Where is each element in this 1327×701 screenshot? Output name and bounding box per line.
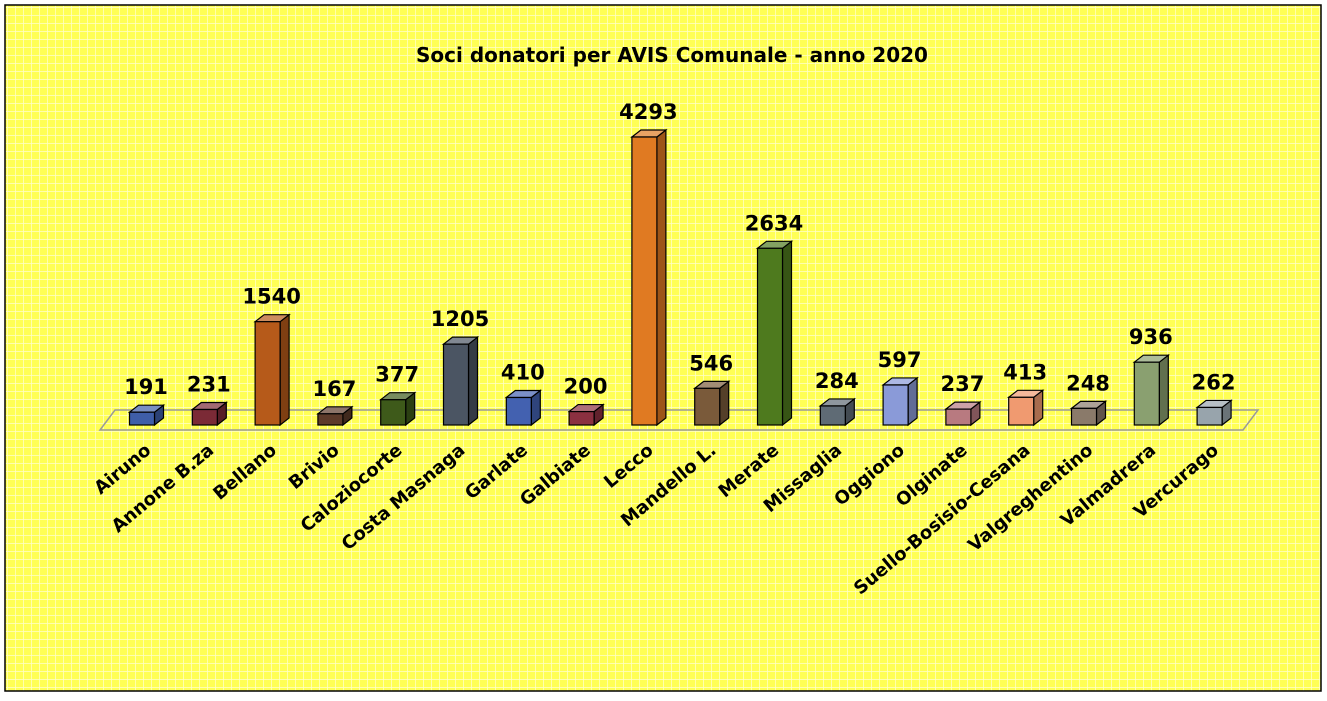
- data-label: 200: [564, 375, 608, 399]
- bar-side: [656, 128, 667, 427]
- bar: [1133, 361, 1160, 426]
- bar: [128, 411, 156, 426]
- chart-title: Soci donatori per AVIS Comunale - anno 2…: [416, 43, 928, 67]
- data-label: 413: [1003, 360, 1047, 384]
- bar: [694, 387, 721, 426]
- data-label: 237: [940, 372, 984, 396]
- bar: [1070, 407, 1098, 426]
- bar: [254, 321, 281, 426]
- bar-side: [467, 335, 479, 427]
- bar-side: [781, 240, 793, 427]
- bar: [1008, 396, 1035, 426]
- data-label: 597: [878, 348, 922, 372]
- bar: [191, 408, 218, 426]
- data-label: 546: [689, 351, 733, 375]
- data-label: 1205: [431, 307, 489, 331]
- data-label: 1540: [242, 285, 300, 309]
- bar: [945, 408, 972, 426]
- data-label: 4293: [619, 100, 677, 124]
- bar: [1196, 406, 1223, 426]
- data-label: 167: [312, 377, 356, 401]
- data-label: 2634: [745, 211, 803, 235]
- bar: [756, 247, 784, 426]
- bar: [568, 410, 595, 426]
- data-label: 191: [124, 375, 168, 399]
- bar-side: [1158, 353, 1169, 427]
- data-label: 262: [1192, 370, 1236, 394]
- floor: [98, 409, 1260, 431]
- bar: [819, 405, 846, 426]
- data-label: 231: [187, 373, 231, 397]
- data-label: 936: [1129, 325, 1173, 349]
- bar-side: [279, 313, 290, 427]
- bar: [882, 384, 909, 426]
- data-label: 377: [375, 363, 419, 387]
- data-label: 284: [815, 369, 859, 393]
- data-label: 410: [501, 360, 545, 384]
- data-label: 248: [1066, 371, 1110, 395]
- bar: [631, 136, 658, 426]
- bar: [317, 413, 344, 426]
- bar: [442, 343, 470, 426]
- bar: [505, 396, 532, 426]
- bar-side: [907, 376, 918, 427]
- bar: [380, 399, 407, 426]
